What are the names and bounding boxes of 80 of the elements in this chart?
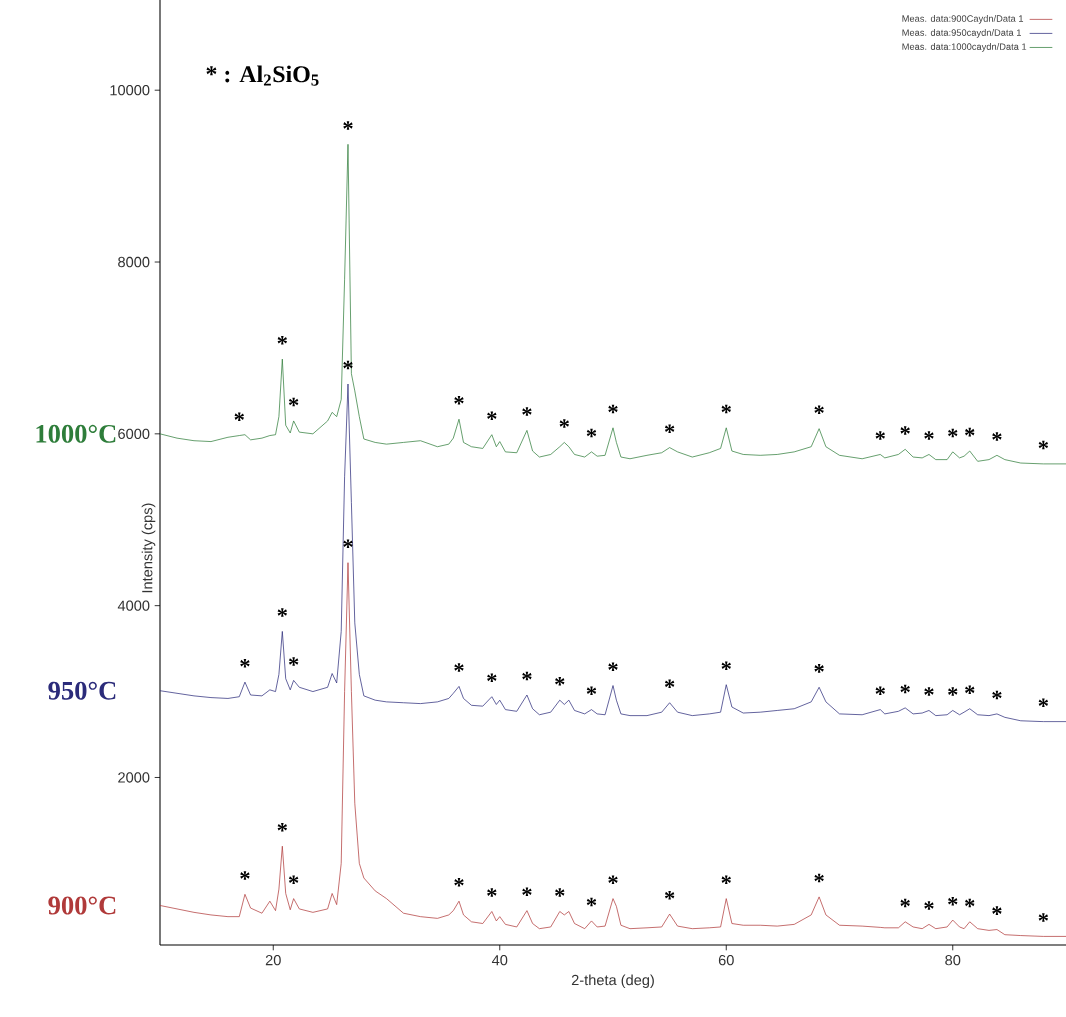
- annotation: *: [454, 396, 464, 405]
- annotation: *: [1038, 440, 1049, 450]
- x-tick-label: 80: [945, 955, 961, 966]
- annotation: * : Al$_{2}$SiO$_{5}$: [206, 65, 319, 86]
- annotation: *: [608, 404, 618, 414]
- y-tick-label: 4000: [117, 600, 150, 611]
- legend-label: Meas. data:950caydn/Data 1: [902, 29, 1021, 38]
- annotation: *: [992, 432, 1002, 441]
- annotation: *: [948, 428, 958, 438]
- annotation: *: [721, 404, 731, 414]
- annotation: *: [948, 896, 958, 906]
- annotation: *: [487, 673, 497, 683]
- line-series: [159, 143, 1066, 465]
- annotation: *: [875, 431, 885, 440]
- x-tick-label: 20: [265, 955, 281, 966]
- annotation: *: [608, 875, 618, 884]
- annotation: *: [900, 426, 910, 435]
- annotation: *: [277, 335, 288, 345]
- annotation: *: [288, 397, 299, 407]
- annotation: *: [875, 686, 885, 695]
- annotation: *: [586, 686, 597, 695]
- annotation: *: [559, 419, 570, 428]
- annotation: *: [608, 662, 618, 671]
- line-series: [159, 383, 1066, 722]
- annotation: *: [965, 427, 975, 437]
- annotation: *: [992, 690, 1002, 700]
- annotation: *: [948, 687, 958, 696]
- annotation: *: [240, 658, 250, 668]
- annotation: *: [555, 676, 565, 686]
- annotation: *: [288, 875, 299, 884]
- annotation: *: [522, 671, 532, 681]
- annotation: *: [343, 121, 353, 130]
- y-axis-title: Intensity (cps): [141, 503, 156, 593]
- annotation: *: [721, 661, 731, 671]
- annotation: *: [522, 887, 532, 896]
- annotation: *: [992, 906, 1002, 915]
- legend-label: Meas. data:1000caydn/Data 1: [902, 43, 1027, 52]
- annotation: *: [234, 412, 244, 421]
- annotation: *: [487, 888, 497, 897]
- annotation: *: [664, 679, 675, 689]
- annotation: *: [900, 898, 910, 908]
- annotation: *: [1038, 698, 1049, 707]
- annotation: *: [454, 663, 464, 672]
- y-tick-label: 8000: [118, 256, 150, 268]
- annotation: *: [664, 890, 675, 900]
- annotation: *: [555, 888, 565, 897]
- annotation: *: [900, 684, 910, 694]
- y-tick-label: 10000: [110, 85, 150, 96]
- annotation: *: [454, 878, 464, 887]
- annotation: *: [586, 897, 597, 907]
- y-tick-label: 2000: [118, 772, 150, 783]
- annotation: *: [487, 411, 497, 421]
- annotation: *: [721, 875, 731, 884]
- x-axis-title: 2-theta (deg): [571, 974, 654, 989]
- annotation: *: [924, 687, 934, 696]
- annotation: *: [814, 405, 824, 415]
- annotation: *: [586, 428, 597, 438]
- text: 950°C: [48, 681, 116, 700]
- annotation: *: [277, 823, 288, 832]
- text: 1000°C: [36, 424, 116, 443]
- line-series: [159, 562, 1066, 937]
- y-tick-label: 6000: [118, 428, 150, 440]
- legend-label: Meas. data:900Caydn/Data 1: [902, 15, 1024, 24]
- annotation: *: [1038, 913, 1049, 922]
- annotation: *: [965, 898, 975, 908]
- annotation: *: [924, 901, 934, 910]
- annotation: *: [924, 431, 934, 440]
- annotation: *: [277, 608, 288, 617]
- annotation: *: [814, 873, 824, 883]
- annotation: *: [965, 685, 975, 695]
- text: 900°C: [48, 896, 116, 915]
- annotation: *: [664, 424, 675, 433]
- x-tick-label: 60: [718, 955, 734, 966]
- annotation: *: [240, 871, 250, 880]
- annotation: *: [522, 407, 532, 416]
- annotation: *: [343, 539, 353, 549]
- x-tick-label: 40: [491, 955, 508, 966]
- annotation: *: [343, 360, 353, 370]
- annotation: *: [288, 657, 299, 666]
- annotation: *: [814, 664, 824, 673]
